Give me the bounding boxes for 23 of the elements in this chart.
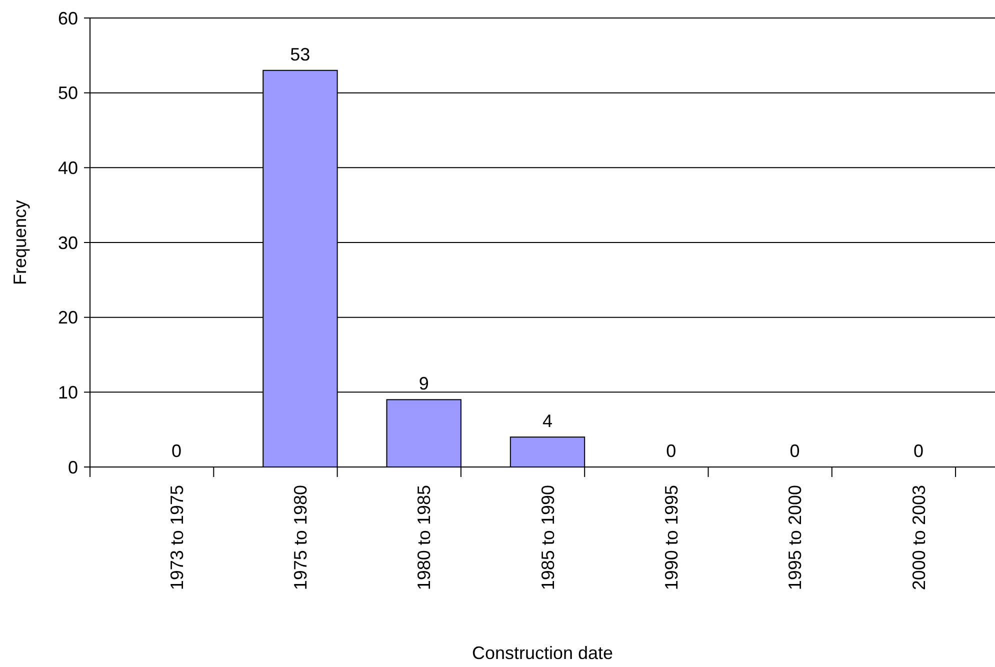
y-tick-label: 20 bbox=[58, 308, 78, 328]
y-tick-label: 0 bbox=[68, 457, 78, 478]
y-tick-label: 60 bbox=[58, 8, 78, 28]
x-tick-label: 2000 to 2003 bbox=[908, 485, 929, 590]
y-tick-label: 30 bbox=[58, 232, 78, 253]
x-tick-label: 1973 to 1975 bbox=[166, 485, 187, 590]
x-axis-title: Construction date bbox=[472, 643, 614, 663]
y-tick-label: 40 bbox=[58, 158, 78, 178]
data-label: 53 bbox=[290, 44, 310, 64]
data-label: 0 bbox=[666, 441, 676, 461]
x-tick-label: 1985 to 1990 bbox=[538, 485, 558, 590]
data-label: 9 bbox=[418, 374, 429, 394]
y-tick-label: 10 bbox=[58, 382, 78, 402]
x-tick-label: 1990 to 1995 bbox=[661, 485, 682, 590]
x-tick-label: 1995 to 2000 bbox=[785, 485, 806, 590]
x-tick-label: 1980 to 1985 bbox=[414, 485, 434, 590]
data-label: 0 bbox=[172, 441, 182, 461]
y-axis-title: Frequency bbox=[10, 200, 30, 286]
data-label: 4 bbox=[542, 411, 553, 432]
data-label: 0 bbox=[913, 441, 924, 461]
data-label: 0 bbox=[790, 441, 800, 461]
x-tick-label: 1975 to 1980 bbox=[290, 485, 311, 590]
y-tick-label: 50 bbox=[58, 83, 78, 104]
